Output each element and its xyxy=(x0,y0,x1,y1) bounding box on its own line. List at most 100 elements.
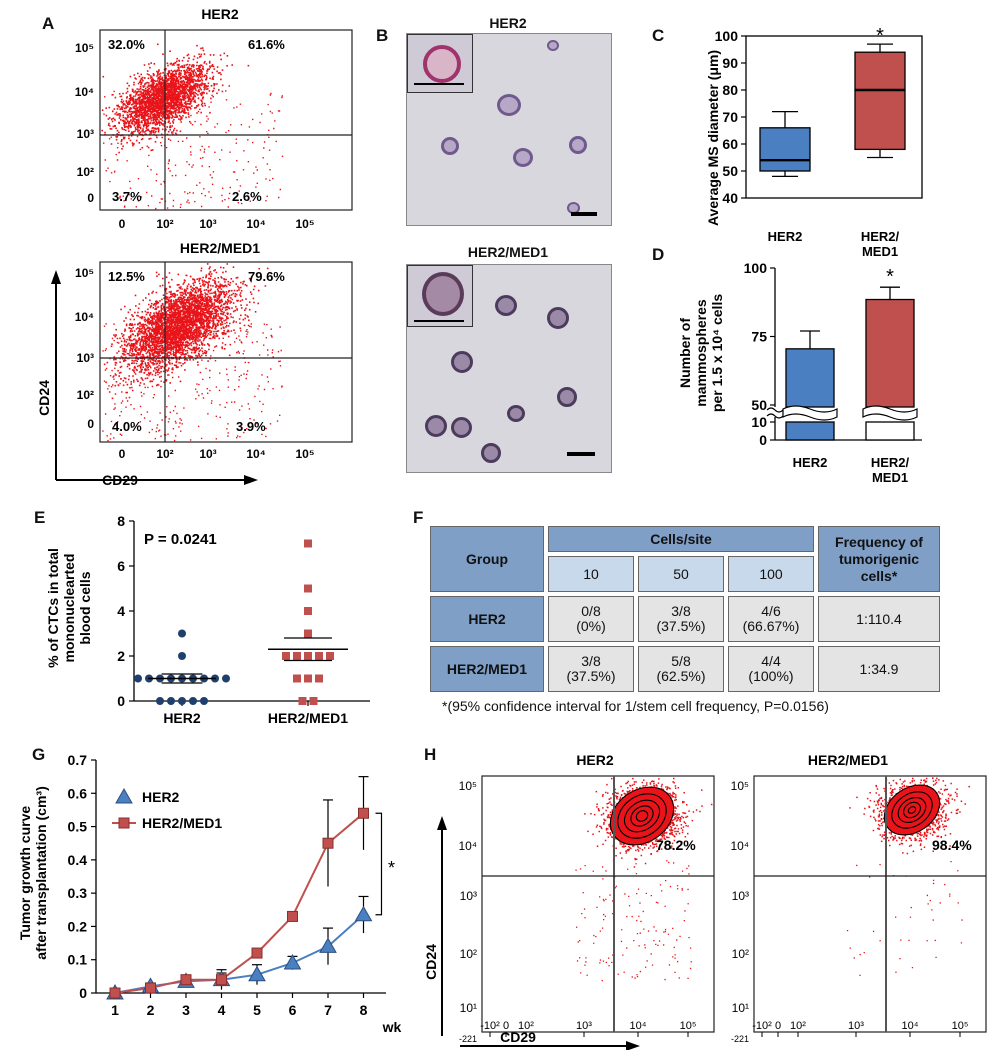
y-tick-label: 0 xyxy=(79,985,87,1001)
fraction: 4/4 xyxy=(761,653,781,669)
ytick: 10⁴ xyxy=(75,310,94,324)
data-point xyxy=(189,697,197,705)
data-point xyxy=(304,539,312,548)
panel-label-a: A xyxy=(42,14,55,33)
bar-break xyxy=(782,405,838,421)
flow-plot-her2: HER2 32.0% 61.6% 3.7% 2.6% 10⁵ 10⁴ 10³ 1… xyxy=(75,6,353,231)
y-tick-label: 10 xyxy=(751,414,767,430)
line-chart-svg: 0 0.1 0.2 0.3 0.4 0.5 0.6 0.7 1 2 3 4 5 6 7 8 Tumor gro… xyxy=(17,752,402,1035)
x-tick-label: -10² xyxy=(752,1020,772,1032)
flow-title: HER2 xyxy=(576,752,614,768)
sphere xyxy=(557,387,577,407)
dose-50: 50 xyxy=(638,556,724,592)
category-label: HER2 xyxy=(793,455,828,470)
sphere-enlarged xyxy=(422,272,464,316)
percent: (100%) xyxy=(748,668,794,684)
y-tick-label: 10³ xyxy=(460,889,477,903)
y-tick-label: 70 xyxy=(722,109,738,125)
category-label: HER2/MED1 xyxy=(268,710,348,726)
frequency-header: Frequency of tumorigenic cells* xyxy=(818,526,940,592)
xtick: 10³ xyxy=(199,447,216,461)
panel-h: HER2 78.2% HER2/MED1 98.4% 10⁵ 10⁴ 10³ 10² 1… xyxy=(420,740,993,1050)
y-tick-label: 60 xyxy=(722,136,738,152)
sphere xyxy=(441,137,459,155)
y-tick-label: 40 xyxy=(722,190,738,206)
panel-g: 0 0.1 0.2 0.3 0.4 0.5 0.6 0.7 1 2 3 4 5 6 7 8 Tumor gro… xyxy=(0,745,410,1045)
x-tick-label: 10⁴ xyxy=(902,1020,919,1032)
corner-label: -221 xyxy=(459,1034,477,1044)
take-rate-cell: 5/8 (62.5%) xyxy=(638,646,724,692)
panel-c: 40 50 60 70 80 90 100 Average MS diameter (μm)… xyxy=(660,20,990,259)
ytick: 0 xyxy=(87,191,94,205)
sphere xyxy=(495,295,517,316)
y-tick-label: 10³ xyxy=(732,889,749,903)
gate-percentage: 98.4% xyxy=(932,837,972,853)
x-tick-label: 10³ xyxy=(576,1020,592,1032)
y-tick-label: 0.7 xyxy=(68,752,88,768)
axis-break-mark xyxy=(766,407,784,413)
density-contour xyxy=(891,791,933,829)
flow-contour-her2-med1: HER2/MED1 98.4% xyxy=(753,752,987,1033)
data-point xyxy=(304,584,312,593)
quadrant-ur: 79.6% xyxy=(248,269,285,284)
category-label: HER2 xyxy=(768,229,803,244)
category-label-line: HER2/ xyxy=(861,229,900,244)
data-point xyxy=(293,674,301,683)
significance-star: * xyxy=(886,266,894,288)
inset-scalebar xyxy=(414,83,464,85)
x-axis-label: CD29 xyxy=(500,1029,536,1045)
data-point xyxy=(293,652,301,660)
quadrant-ul: 32.0% xyxy=(108,37,145,52)
y-tick-label: 0.6 xyxy=(68,785,88,801)
flow-title: HER2/MED1 xyxy=(808,752,888,768)
xtick: 10² xyxy=(156,217,173,231)
data-point xyxy=(354,905,373,922)
x-tick-label: 10⁵ xyxy=(952,1020,969,1032)
legend-label: HER2/MED1 xyxy=(142,815,222,831)
ytick: 10⁵ xyxy=(75,41,94,55)
data-point xyxy=(109,987,121,999)
box xyxy=(854,51,906,151)
data-point xyxy=(145,982,156,994)
ytick: 10² xyxy=(77,165,94,179)
density-contour xyxy=(623,799,661,833)
xtick: 10³ xyxy=(199,217,216,231)
xtick: 10⁴ xyxy=(246,217,265,231)
data-point xyxy=(283,954,302,970)
dot-plot-svg: 0 2 4 6 8 % of CTCs in total mononuclearted … xyxy=(45,513,370,726)
category-label: HER2 xyxy=(163,710,201,726)
panel-label-e: E xyxy=(34,508,46,527)
data-point xyxy=(319,937,337,953)
xtick: 10⁵ xyxy=(296,447,315,461)
x-axis-label: CD29 xyxy=(102,472,138,488)
x-tick-label: 10² xyxy=(790,1020,806,1032)
x-tick-label: 10⁵ xyxy=(680,1020,697,1032)
y-tick-label: 75 xyxy=(751,329,767,345)
sphere xyxy=(547,40,559,51)
density-contour xyxy=(907,806,917,814)
y-tick-label: 0 xyxy=(117,693,125,709)
significance-bracket xyxy=(375,812,383,916)
flow-dots xyxy=(102,263,283,442)
xtick: 10⁵ xyxy=(296,217,315,231)
density-contour xyxy=(883,784,941,836)
data-point xyxy=(309,697,318,705)
micrograph-inset xyxy=(407,34,473,93)
panel-label-h: H xyxy=(424,745,437,764)
density-contour xyxy=(897,796,927,824)
group-cell: HER2/MED1 xyxy=(430,646,544,692)
data-point xyxy=(322,837,334,849)
dot-cloud xyxy=(102,263,283,442)
y-tick-label: 10⁴ xyxy=(730,839,749,853)
dot-cloud xyxy=(101,43,284,210)
y-axis-label-line: mammospheres xyxy=(693,299,709,407)
x-tick-label: 7 xyxy=(324,1002,332,1018)
y-tick-label: 10⁴ xyxy=(458,839,477,853)
category-label: HER2/MED1 xyxy=(871,455,910,485)
p-value: P = 0.0241 xyxy=(144,531,217,548)
x-arrowhead xyxy=(626,1041,640,1050)
legend-triangle-icon xyxy=(115,787,133,804)
fraction: 4/6 xyxy=(761,603,781,619)
data-point xyxy=(222,674,230,683)
